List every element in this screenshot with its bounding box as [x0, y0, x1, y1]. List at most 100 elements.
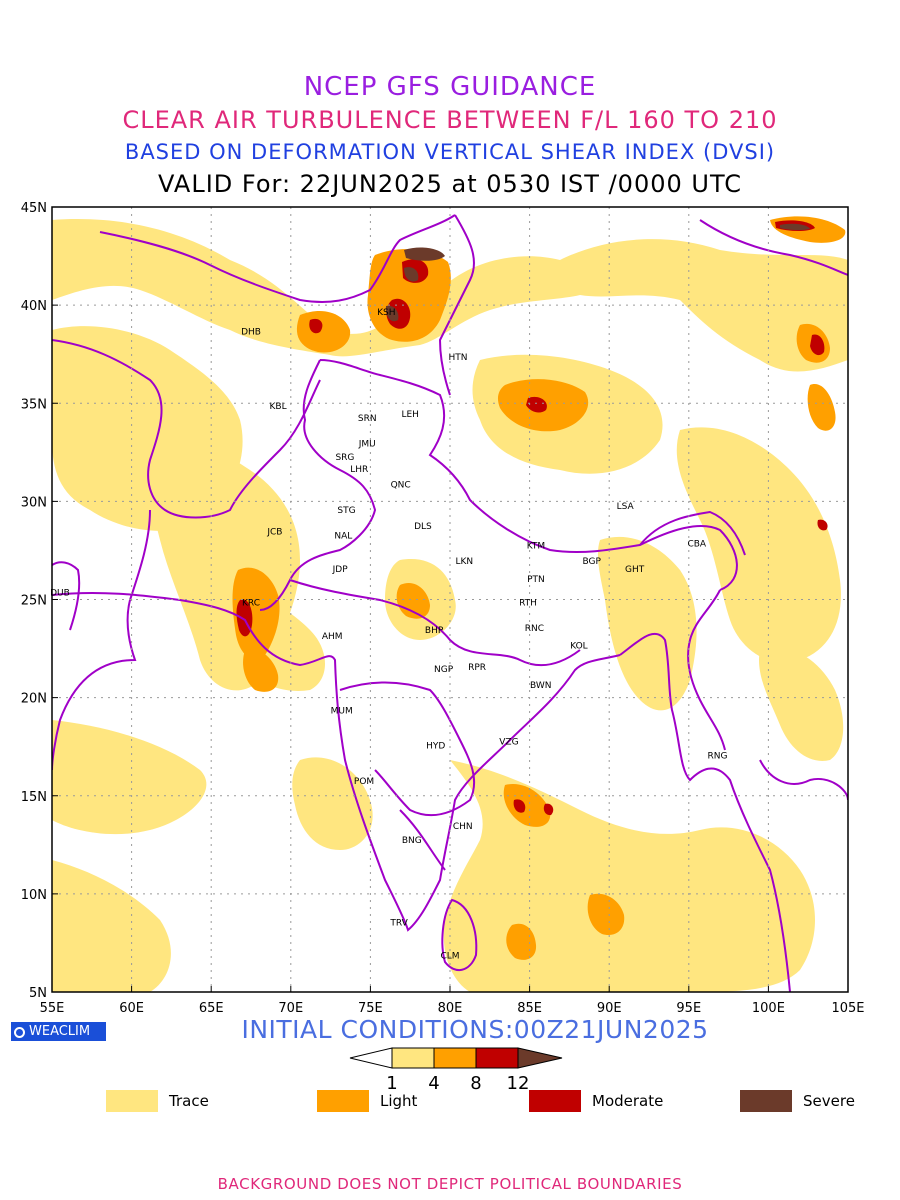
station-label-jdp: JDP [332, 565, 349, 575]
station-label-trv: TRV [389, 918, 408, 928]
station-label-ahm: AHM [322, 632, 343, 642]
northern-border [319, 359, 738, 591]
lon-tick-label: 85E [517, 1001, 542, 1016]
station-label-leh: LEH [401, 410, 418, 420]
station-label-srg: SRG [335, 453, 354, 463]
station-label-stg: STG [337, 506, 355, 516]
station-label-rth: RTH [519, 598, 537, 608]
station-label-ght: GHT [625, 565, 645, 575]
iran-border [52, 509, 151, 771]
station-label-dub: DUB [50, 589, 70, 599]
station-label-lkn: LKN [455, 557, 473, 567]
station-label-kol: KOL [570, 642, 588, 652]
station-label-kbl: KBL [270, 402, 287, 412]
station-label-dhb: DHB [241, 328, 261, 338]
colorbar-moderate [475, 1047, 519, 1069]
lon-tick-label: 100E [752, 1001, 785, 1016]
method-line: BASED ON DEFORMATION VERTICAL SHEAR INDE… [124, 140, 776, 164]
coastline-east [619, 632, 791, 992]
tibet-border [639, 510, 746, 556]
station-label-dls: DLS [414, 522, 432, 532]
station-label-lhr: LHR [350, 465, 368, 475]
lat-tick-label: 45N [21, 201, 47, 216]
lon-tick-label: 75E [358, 1001, 383, 1016]
station-label-bwn: BWN [530, 681, 552, 691]
station-label-ksh: KSH [377, 308, 395, 318]
lon-tick-label: 65E [199, 1001, 224, 1016]
station-label-bgp: BGP [582, 557, 601, 567]
lat-tick-label: 40N [21, 299, 47, 314]
lat-tick-label: 25N [21, 594, 47, 609]
station-label-rng: RNG [707, 751, 727, 761]
state-lines-3 [399, 809, 446, 871]
central-asia-border [99, 214, 456, 303]
station-label-htn: HTN [448, 353, 467, 363]
map-title: NCEP GFS GUIDANCE [303, 72, 597, 102]
longitude-ticks: 55E 60E 65E 70E 75E 80E 85E 90E 95E 100E 105E [40, 986, 865, 1016]
station-label-ktm: KTM [527, 541, 545, 551]
lon-tick-label: 70E [278, 1001, 303, 1016]
station-label-qnc: QNC [391, 481, 411, 491]
legend-label: Moderate [592, 1092, 664, 1110]
arabian-coast [52, 561, 81, 631]
lon-tick-label: 55E [40, 1001, 65, 1016]
colorbar-tick: 12 [507, 1073, 530, 1094]
legend-swatch [529, 1090, 581, 1112]
station-label-nal: NAL [334, 532, 352, 542]
station-label-bhp: BHP [425, 626, 444, 636]
colorbar: 1 4 8 12 [349, 1047, 563, 1094]
station-label-ptn: PTN [527, 575, 545, 585]
lon-tick-label: 60E [119, 1001, 144, 1016]
legend-label: Trace [169, 1092, 209, 1110]
valid-time: VALID For: 22JUN2025 at 0530 IST /0000 U… [158, 170, 742, 198]
latitude-ticks: 45N 40N 35N 30N 25N 20N 15N 10N 5N [21, 201, 58, 1001]
colorbar-tick: 4 [428, 1073, 439, 1094]
station-label-mum: MUM [331, 706, 353, 716]
initial-conditions: INITIAL CONDITIONS:00Z21JUN2025 [241, 1015, 709, 1044]
thailand-border [759, 759, 848, 801]
lat-tick-label: 15N [21, 790, 47, 805]
footer-disclaimer: BACKGROUND DOES NOT DEPICT POLITICAL BOU… [217, 1175, 683, 1193]
legend-label: Severe [803, 1092, 855, 1110]
grid-lines [52, 207, 848, 992]
lat-tick-label: 10N [21, 888, 47, 903]
station-label-pom: POM [354, 777, 374, 787]
lon-tick-label: 80E [438, 1001, 463, 1016]
station-label-cba: CBA [687, 540, 706, 550]
lon-tick-label: 95E [676, 1001, 701, 1016]
state-lines-1 [289, 579, 581, 667]
station-label-jcb: JCB [266, 528, 282, 538]
colorbar-upper-arrow [517, 1047, 563, 1069]
station-label-jmu: JMU [358, 439, 376, 449]
lon-tick-label: 90E [597, 1001, 622, 1016]
station-label-chn: CHN [453, 822, 473, 832]
colorbar-light [433, 1047, 477, 1069]
station-label-rnc: RNC [525, 624, 544, 634]
station-label-bng: BNG [402, 836, 422, 846]
legend-swatch [106, 1090, 158, 1112]
china-border [438, 214, 475, 396]
station-label-vzg: VZG [499, 738, 518, 748]
station-label-lsa: LSA [617, 502, 635, 512]
trace-areas [52, 219, 848, 992]
lon-tick-label: 105E [831, 1001, 864, 1016]
colorbar-tick: 1 [386, 1073, 397, 1094]
state-lines-2 [339, 681, 476, 817]
legend-label: Light [380, 1092, 418, 1110]
weaclim-badge: WEACLIM [11, 1022, 106, 1041]
station-label-krc: KRC [242, 598, 260, 608]
myanmar-border [687, 589, 726, 751]
colorbar-lower-arrow [349, 1047, 393, 1069]
station-label-hyd: HYD [426, 742, 445, 752]
station-label-ngp: NGP [434, 665, 454, 675]
lat-tick-label: 35N [21, 397, 47, 412]
severe-areas [385, 223, 810, 322]
station-labels: KSH DHB HTN KBL SRN LEH JMU SRG LHR QNC STG DLS NAL J… [50, 308, 727, 962]
legend-swatch [740, 1090, 792, 1112]
lat-tick-label: 20N [21, 692, 47, 707]
legend-swatch [317, 1090, 369, 1112]
map-subtitle: CLEAR AIR TURBULENCE BETWEEN F/L 160 TO … [122, 106, 778, 134]
colorbar-tick: 8 [470, 1073, 481, 1094]
sri-lanka [441, 898, 478, 971]
